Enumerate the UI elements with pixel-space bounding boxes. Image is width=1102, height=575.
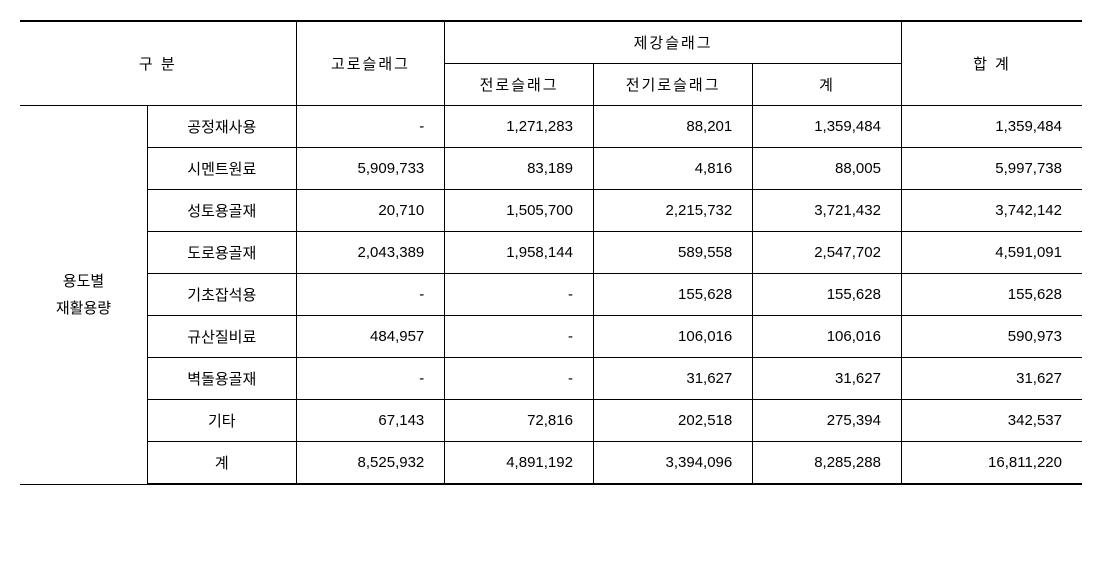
cell-sub: 106,016 — [753, 316, 902, 358]
cell-sub: 3,721,432 — [753, 190, 902, 232]
cell-converter: 1,271,283 — [445, 106, 594, 148]
table-body: 용도별재활용량 공정재사용 - 1,271,283 88,201 1,359,4… — [20, 106, 1082, 485]
row-label: 벽돌용골재 — [147, 358, 296, 400]
cell-blast: - — [296, 274, 445, 316]
cell-blast: 8,525,932 — [296, 442, 445, 485]
cell-sub: 155,628 — [753, 274, 902, 316]
table-header: 구 분 고로슬래그 제강슬래그 합 계 전로슬래그 전기로슬래그 계 — [20, 21, 1082, 106]
header-steel-slag-group: 제강슬래그 — [445, 21, 902, 64]
header-total: 합 계 — [901, 21, 1082, 106]
cell-blast: 2,043,389 — [296, 232, 445, 274]
cell-electric: 88,201 — [593, 106, 752, 148]
cell-total: 1,359,484 — [901, 106, 1082, 148]
row-label: 시멘트원료 — [147, 148, 296, 190]
cell-electric: 2,215,732 — [593, 190, 752, 232]
cell-total: 5,997,738 — [901, 148, 1082, 190]
table-row: 기초잡석용 - - 155,628 155,628 155,628 — [20, 274, 1082, 316]
cell-converter: - — [445, 316, 594, 358]
table-row: 규산질비료 484,957 - 106,016 106,016 590,973 — [20, 316, 1082, 358]
slag-recycling-table: 구 분 고로슬래그 제강슬래그 합 계 전로슬래그 전기로슬래그 계 용도별재활… — [20, 20, 1082, 485]
cell-converter: 72,816 — [445, 400, 594, 442]
cell-converter: 1,505,700 — [445, 190, 594, 232]
header-category: 구 분 — [20, 21, 296, 106]
cell-electric: 4,816 — [593, 148, 752, 190]
cell-electric: 155,628 — [593, 274, 752, 316]
cell-blast: 484,957 — [296, 316, 445, 358]
cell-blast: 20,710 — [296, 190, 445, 232]
table-row: 벽돌용골재 - - 31,627 31,627 31,627 — [20, 358, 1082, 400]
row-label: 기초잡석용 — [147, 274, 296, 316]
cell-total: 590,973 — [901, 316, 1082, 358]
cell-converter: - — [445, 358, 594, 400]
cell-total: 16,811,220 — [901, 442, 1082, 485]
cell-sub: 8,285,288 — [753, 442, 902, 485]
table-row: 성토용골재 20,710 1,505,700 2,215,732 3,721,4… — [20, 190, 1082, 232]
cell-electric: 106,016 — [593, 316, 752, 358]
row-label: 공정재사용 — [147, 106, 296, 148]
cell-sub: 1,359,484 — [753, 106, 902, 148]
table-row: 도로용골재 2,043,389 1,958,144 589,558 2,547,… — [20, 232, 1082, 274]
header-electric-slag: 전기로슬래그 — [593, 64, 752, 106]
cell-converter: 1,958,144 — [445, 232, 594, 274]
header-converter-slag: 전로슬래그 — [445, 64, 594, 106]
cell-electric: 31,627 — [593, 358, 752, 400]
cell-electric: 589,558 — [593, 232, 752, 274]
row-label: 규산질비료 — [147, 316, 296, 358]
table-row: 용도별재활용량 공정재사용 - 1,271,283 88,201 1,359,4… — [20, 106, 1082, 148]
table-row: 계 8,525,932 4,891,192 3,394,096 8,285,28… — [20, 442, 1082, 485]
row-label: 성토용골재 — [147, 190, 296, 232]
cell-blast: 5,909,733 — [296, 148, 445, 190]
cell-total: 31,627 — [901, 358, 1082, 400]
header-blast-furnace: 고로슬래그 — [296, 21, 445, 106]
cell-total: 4,591,091 — [901, 232, 1082, 274]
cell-total: 342,537 — [901, 400, 1082, 442]
row-label: 계 — [147, 442, 296, 485]
cell-electric: 202,518 — [593, 400, 752, 442]
row-label: 도로용골재 — [147, 232, 296, 274]
cell-total: 3,742,142 — [901, 190, 1082, 232]
cell-sub: 31,627 — [753, 358, 902, 400]
table-row: 기타 67,143 72,816 202,518 275,394 342,537 — [20, 400, 1082, 442]
cell-sub: 275,394 — [753, 400, 902, 442]
row-label: 기타 — [147, 400, 296, 442]
cell-total: 155,628 — [901, 274, 1082, 316]
cell-blast: - — [296, 106, 445, 148]
cell-converter: 4,891,192 — [445, 442, 594, 485]
row-group-label: 용도별재활용량 — [20, 106, 147, 485]
table-row: 시멘트원료 5,909,733 83,189 4,816 88,005 5,99… — [20, 148, 1082, 190]
cell-sub: 2,547,702 — [753, 232, 902, 274]
cell-blast: - — [296, 358, 445, 400]
cell-converter: - — [445, 274, 594, 316]
header-subtotal: 계 — [753, 64, 902, 106]
cell-blast: 67,143 — [296, 400, 445, 442]
cell-electric: 3,394,096 — [593, 442, 752, 485]
cell-sub: 88,005 — [753, 148, 902, 190]
cell-converter: 83,189 — [445, 148, 594, 190]
